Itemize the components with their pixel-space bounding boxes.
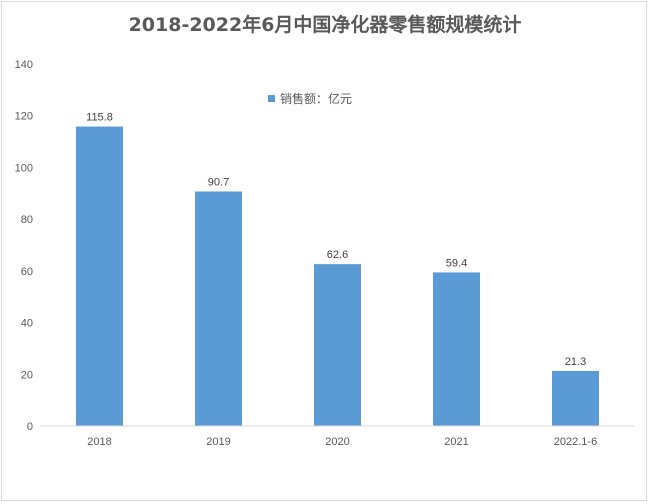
x-tick-label: 2019 [206, 436, 230, 448]
y-tick-label: 0 [27, 421, 33, 433]
x-tick-label: 2020 [325, 436, 349, 448]
data-label-2019: 90.7 [208, 176, 229, 188]
chart-title: 2018-2022年6月中国净化器零售额规模统计 [128, 14, 522, 36]
y-tick-label: 120 [15, 111, 33, 123]
legend-swatch [268, 95, 275, 102]
data-label-2018: 115.8 [86, 112, 113, 124]
x-tick-label: 2018 [87, 436, 111, 448]
legend-label-sales: 销售额：亿元 [280, 91, 352, 106]
y-tick-label: 140 [15, 59, 33, 71]
y-tick-label: 60 [21, 266, 33, 278]
y-tick-label: 80 [21, 214, 33, 226]
legend: 销售额：亿元 [268, 91, 352, 106]
y-tick-label: 20 [21, 369, 33, 381]
y-tick-label: 40 [21, 318, 33, 330]
bar-2022.1-6 [552, 370, 599, 426]
data-label-2020: 62.6 [327, 249, 348, 261]
bar-2021 [433, 272, 480, 426]
data-label-2021: 59.4 [446, 257, 467, 269]
y-tick-label: 100 [15, 162, 33, 174]
bar-2020 [314, 264, 361, 426]
bar-2018 [76, 126, 123, 427]
data-label-2022.1-6: 21.3 [565, 356, 586, 368]
x-tick-label: 2021 [444, 436, 468, 448]
bar-2019 [195, 191, 242, 426]
x-tick-label: 2022.1-6 [554, 436, 597, 448]
